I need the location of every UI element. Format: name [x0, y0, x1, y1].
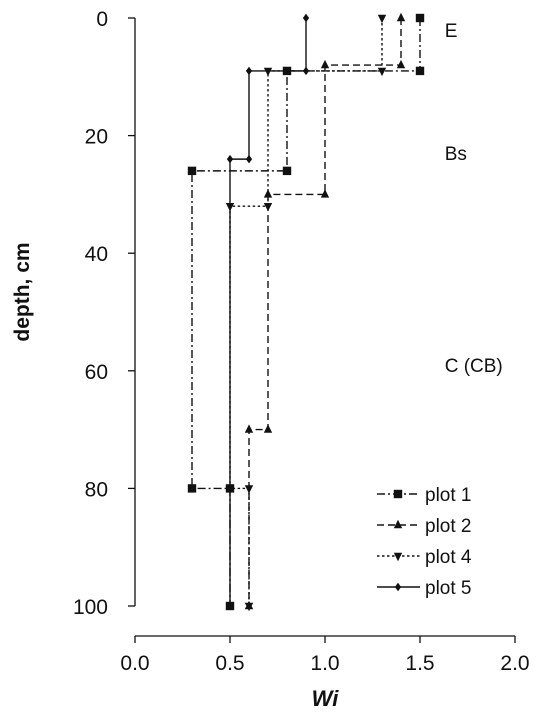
y-tick-label: 100 [73, 596, 108, 619]
series-line [229, 18, 307, 606]
x-tick-label: 1.0 [310, 652, 339, 675]
data-point [302, 13, 310, 23]
legend-label: plot 2 [425, 516, 471, 537]
horizon-label: Bs [445, 144, 467, 165]
data-point [320, 189, 330, 198]
data-point [244, 485, 254, 494]
y-tick-label: 20 [85, 126, 108, 149]
data-point [377, 14, 387, 24]
legend-marker [394, 582, 402, 592]
data-point [377, 67, 387, 77]
y-axis-title: depth, cm [11, 242, 34, 341]
data-point [415, 13, 425, 23]
horizon-label: C (CB) [445, 356, 503, 377]
data-point [226, 154, 234, 164]
y-tick-label: 60 [85, 361, 108, 384]
data-point [187, 166, 197, 176]
legend-item: plot 1 [377, 485, 471, 506]
x-tick-label: 0.5 [215, 652, 244, 675]
data-point [415, 66, 425, 76]
x-axis-title: Wi [312, 686, 340, 711]
legend-label: plot 5 [425, 578, 471, 599]
data-point [282, 166, 292, 176]
data-point [302, 66, 310, 76]
data-point [226, 601, 234, 611]
data-point [263, 202, 273, 212]
data-point [244, 602, 254, 612]
y-tick-label: 0 [96, 8, 108, 31]
series-plot-1 [187, 13, 425, 611]
data-point [244, 424, 254, 433]
data-point [263, 424, 273, 433]
x-tick-label: 1.5 [405, 652, 434, 675]
data-point [187, 484, 197, 493]
horizon-label: E [445, 21, 458, 42]
x-tick-label: 2.0 [500, 652, 529, 675]
data-point [245, 66, 253, 76]
series-line [191, 18, 421, 606]
legend-label: plot 1 [425, 485, 471, 506]
legend-item: plot 4 [377, 547, 472, 568]
data-point [263, 67, 273, 77]
legend-marker [393, 519, 403, 529]
series-line [229, 18, 383, 606]
series-plot-5 [226, 13, 310, 611]
y-tick-label: 40 [85, 243, 108, 266]
legend-item: plot 5 [377, 578, 471, 599]
data-point [320, 59, 330, 69]
legend-label: plot 4 [425, 547, 472, 568]
legend-marker [393, 489, 403, 499]
series-line [248, 18, 402, 606]
series-plot-4 [225, 14, 387, 612]
legend-item: plot 2 [377, 516, 471, 537]
legend-marker [393, 552, 403, 562]
data-point [245, 154, 253, 164]
y-tick-label: 80 [85, 478, 108, 501]
x-tick-label: 0.0 [120, 652, 149, 675]
data-point [396, 59, 406, 69]
series-plot-2 [244, 12, 406, 610]
data-point [396, 12, 406, 22]
data-point [263, 189, 273, 198]
